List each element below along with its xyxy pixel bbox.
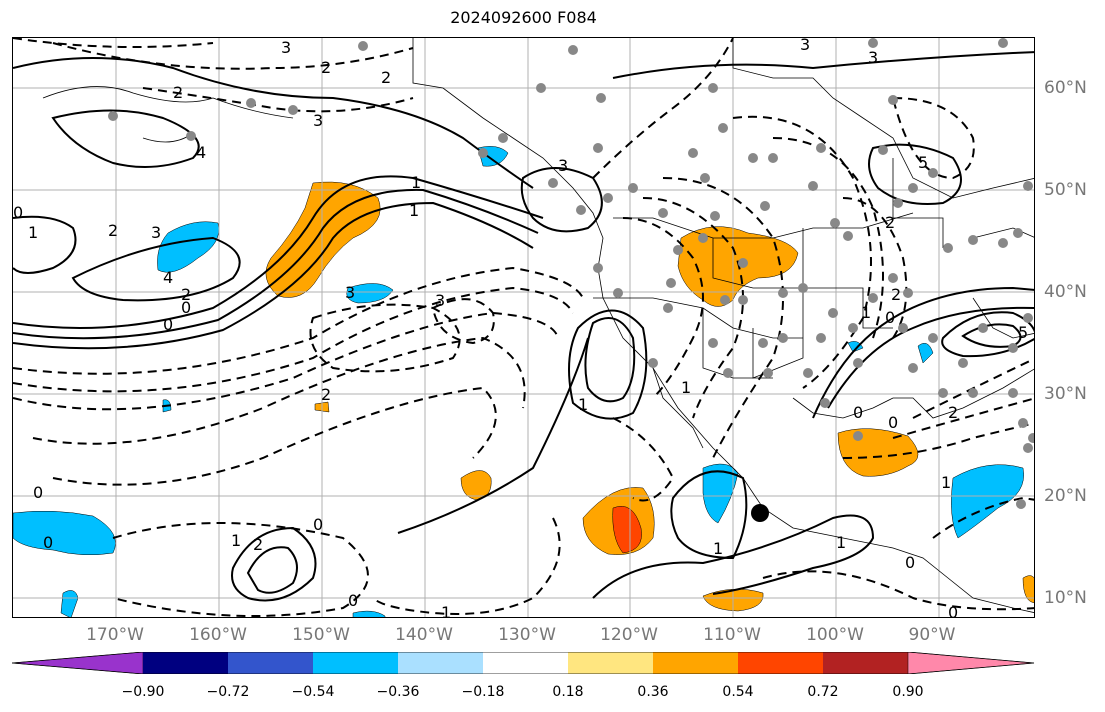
colorbar-extend-high bbox=[907, 652, 1035, 674]
contour-label: 0 bbox=[853, 403, 863, 422]
contour-label: 1 bbox=[861, 303, 871, 322]
contour-label: 1 bbox=[941, 473, 951, 492]
lat-label: 40°N bbox=[1044, 282, 1087, 302]
contour-label: 1 bbox=[411, 173, 421, 192]
contour-label: 5 bbox=[918, 153, 928, 172]
contour-label: 3 bbox=[868, 48, 878, 67]
contour-label: 0 bbox=[348, 591, 358, 610]
contour-label: 2 bbox=[885, 213, 895, 232]
contour-label: 0 bbox=[43, 533, 53, 552]
solid-contours bbox=[13, 51, 1034, 602]
contour-label: 0 bbox=[888, 413, 898, 432]
colorbar-extend-low bbox=[12, 652, 144, 674]
colorbar-tick-label: −0.72 bbox=[206, 684, 250, 700]
contour-label: 1 bbox=[231, 531, 241, 550]
contour-label: 1 bbox=[578, 395, 588, 414]
contour-label: 3 bbox=[558, 156, 568, 175]
graticule bbox=[13, 38, 1034, 617]
contour-label: 2 bbox=[948, 403, 958, 422]
contour-label: 0 bbox=[948, 603, 958, 618]
contour-label: 5 bbox=[1018, 323, 1028, 342]
contour-label: 2 bbox=[321, 385, 331, 404]
lon-label: 140°W bbox=[395, 625, 453, 645]
lon-label: 160°W bbox=[189, 625, 247, 645]
contour-label: 1 bbox=[836, 533, 846, 552]
colorbar-segments bbox=[12, 652, 1035, 674]
colorbar-segment bbox=[313, 652, 398, 674]
colorbar-segment bbox=[228, 652, 313, 674]
colorbar-segment bbox=[483, 652, 568, 674]
contour-label: 2 bbox=[108, 221, 118, 240]
contour-label: 2 bbox=[891, 285, 901, 304]
contour-label-group: 3 2 2 2 3 3 1 1 1 3 4 3 2 1 0 4 0 2 0 3 … bbox=[13, 38, 1028, 618]
storm-marker bbox=[751, 504, 769, 522]
contour-label: 3 bbox=[800, 38, 810, 54]
contour-label: 1 bbox=[681, 378, 691, 397]
contour-label: 1 bbox=[28, 223, 38, 242]
negative-anomaly-fills bbox=[13, 146, 1024, 617]
contour-label: 3 bbox=[151, 223, 161, 242]
colorbar-tick-label: −0.54 bbox=[291, 684, 335, 700]
colorbar-segment bbox=[653, 652, 738, 674]
colorbar-segment bbox=[823, 652, 908, 674]
contour-label: 2 bbox=[181, 285, 191, 304]
contour-label: 1 bbox=[713, 539, 723, 558]
colorbar-segment bbox=[568, 652, 653, 674]
lon-label: 150°W bbox=[292, 625, 350, 645]
station-markers bbox=[108, 38, 1034, 509]
dashed-contours bbox=[13, 38, 1034, 617]
lat-label: 30°N bbox=[1044, 384, 1087, 404]
colorbar-tick-label: 0.18 bbox=[552, 684, 584, 700]
colorbar-segment bbox=[143, 652, 228, 674]
contour-label: 3 bbox=[281, 38, 291, 57]
colorbar-segment bbox=[398, 652, 483, 674]
contour-label: 2 bbox=[173, 83, 183, 102]
contour-label: 3 bbox=[313, 111, 323, 130]
lon-label: 110°W bbox=[703, 625, 761, 645]
colorbar-tick-label: −0.90 bbox=[121, 684, 165, 700]
lon-label: 130°W bbox=[498, 625, 556, 645]
contour-label: 1 bbox=[409, 201, 419, 220]
lat-label: 60°N bbox=[1044, 78, 1087, 98]
map-panel: 3 2 2 2 3 3 1 1 1 3 4 3 2 1 0 4 0 2 0 3 … bbox=[12, 37, 1035, 618]
map-title: 2024092600 F084 bbox=[450, 8, 597, 27]
contour-label: 4 bbox=[196, 143, 206, 162]
contour-label: 2 bbox=[253, 535, 263, 554]
colorbar-tick-label: 0.36 bbox=[637, 684, 669, 700]
colorbar-tick-label: −0.36 bbox=[376, 684, 420, 700]
contour-label: 3 bbox=[435, 291, 445, 310]
contour-label: 0 bbox=[163, 315, 173, 334]
colorbar-tick-label: −0.18 bbox=[461, 684, 505, 700]
contour-label: 3 bbox=[345, 283, 355, 302]
contour-label: 0 bbox=[13, 203, 23, 222]
contour-label: 4 bbox=[163, 268, 173, 287]
lon-label: 100°W bbox=[806, 625, 864, 645]
lat-label: 50°N bbox=[1044, 180, 1087, 200]
lat-label: 20°N bbox=[1044, 486, 1087, 506]
map-svg: 3 2 2 2 3 3 1 1 1 3 4 3 2 1 0 4 0 2 0 3 … bbox=[13, 38, 1034, 618]
contour-label: 0 bbox=[181, 298, 191, 317]
colorbar-tick-label: 0.90 bbox=[892, 684, 924, 700]
colorbar-segment bbox=[738, 652, 823, 674]
contour-label: 0 bbox=[33, 483, 43, 502]
contour-label: 2 bbox=[381, 68, 391, 87]
contour-label: 0 bbox=[885, 308, 895, 327]
colorbar-outline bbox=[12, 652, 1035, 674]
lon-label: 90°W bbox=[908, 625, 956, 645]
colorbar-tick-label: 0.72 bbox=[807, 684, 839, 700]
lon-label: 120°W bbox=[600, 625, 658, 645]
contour-label: 0 bbox=[313, 515, 323, 534]
positive-anomaly-fills bbox=[265, 181, 1034, 612]
colorbar-tick-label: 0.54 bbox=[722, 684, 754, 700]
colorbar bbox=[12, 652, 1035, 674]
lat-label: 10°N bbox=[1044, 588, 1087, 608]
contour-label: 2 bbox=[321, 58, 331, 77]
lon-label: 170°W bbox=[86, 625, 144, 645]
contour-label: 0 bbox=[905, 553, 915, 572]
contour-label: 1 bbox=[441, 603, 451, 618]
